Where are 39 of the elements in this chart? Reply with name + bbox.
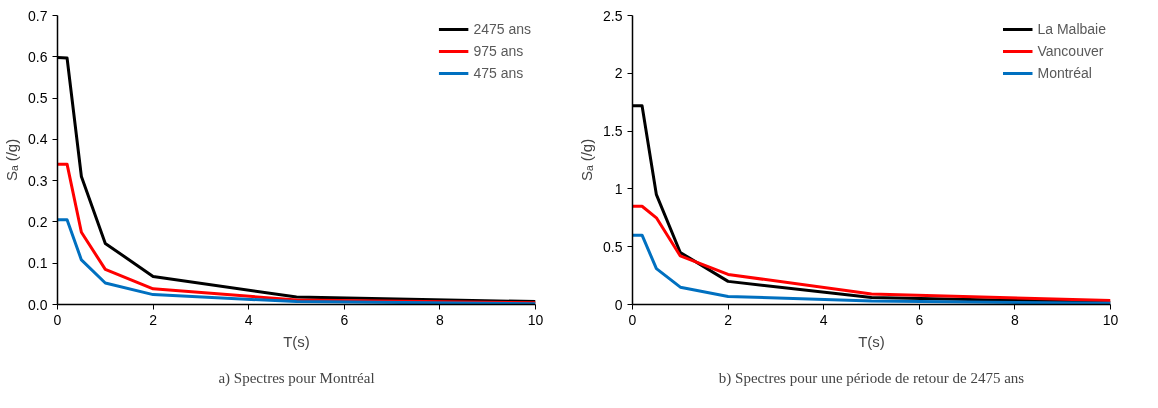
- y-tick-label: 0.1: [28, 255, 48, 272]
- x-tick-label: 0: [53, 311, 62, 328]
- y-tick-label: 0.4: [28, 131, 48, 148]
- x-tick-label: 4: [819, 311, 828, 328]
- text: b) Spectres pour une période de retour de 2475 ans: [718, 369, 1025, 387]
- y-tick-label: 0.0: [28, 296, 48, 313]
- y-tick-label: 0.2: [28, 213, 48, 230]
- legend-label: 475 ans: [473, 65, 524, 81]
- x-tick-label: 2: [724, 311, 733, 328]
- legend-label: La Malbaie: [1037, 21, 1106, 37]
- line-series: [632, 204, 1111, 302]
- y-tick-label: 2: [614, 65, 623, 82]
- legend-label: 2475 ans: [473, 21, 531, 37]
- y-tick-label: 0.3: [28, 172, 48, 189]
- x-tick-label: 10: [527, 311, 544, 328]
- x-tick-label: 2: [149, 311, 158, 328]
- y-tick-label: 1.5: [603, 123, 623, 140]
- y-tick-label: 0.5: [28, 90, 48, 107]
- x-axis-title: T(s): [283, 332, 310, 350]
- legend-label: Vancouver: [1037, 43, 1104, 59]
- legend-label: 975 ans: [473, 43, 524, 59]
- y-tick-label: 2.5: [603, 7, 623, 24]
- y-tick-label: 1: [614, 180, 623, 197]
- x-tick-label: 0: [628, 311, 637, 328]
- x-tick-label: 8: [436, 311, 445, 328]
- x-axis-title: T(s): [858, 332, 885, 350]
- y-tick-label: 0.5: [603, 238, 623, 255]
- y-tick-label: 0: [614, 296, 623, 313]
- text: a) Spectres pour Montréal: [218, 369, 375, 387]
- x-tick-label: 6: [340, 311, 349, 328]
- x-tick-label: 8: [1011, 311, 1020, 328]
- y-tick-label: 0.7: [28, 7, 48, 24]
- x-tick-label: 6: [915, 311, 924, 328]
- y-axis-title: Sₐ (/g): [578, 138, 596, 182]
- y-tick-label: 0.6: [28, 48, 48, 65]
- y-axis-title: Sₐ (/g): [3, 138, 21, 182]
- x-tick-label: 4: [244, 311, 253, 328]
- legend-label: Montréal: [1037, 65, 1092, 81]
- x-tick-label: 10: [1102, 311, 1119, 328]
